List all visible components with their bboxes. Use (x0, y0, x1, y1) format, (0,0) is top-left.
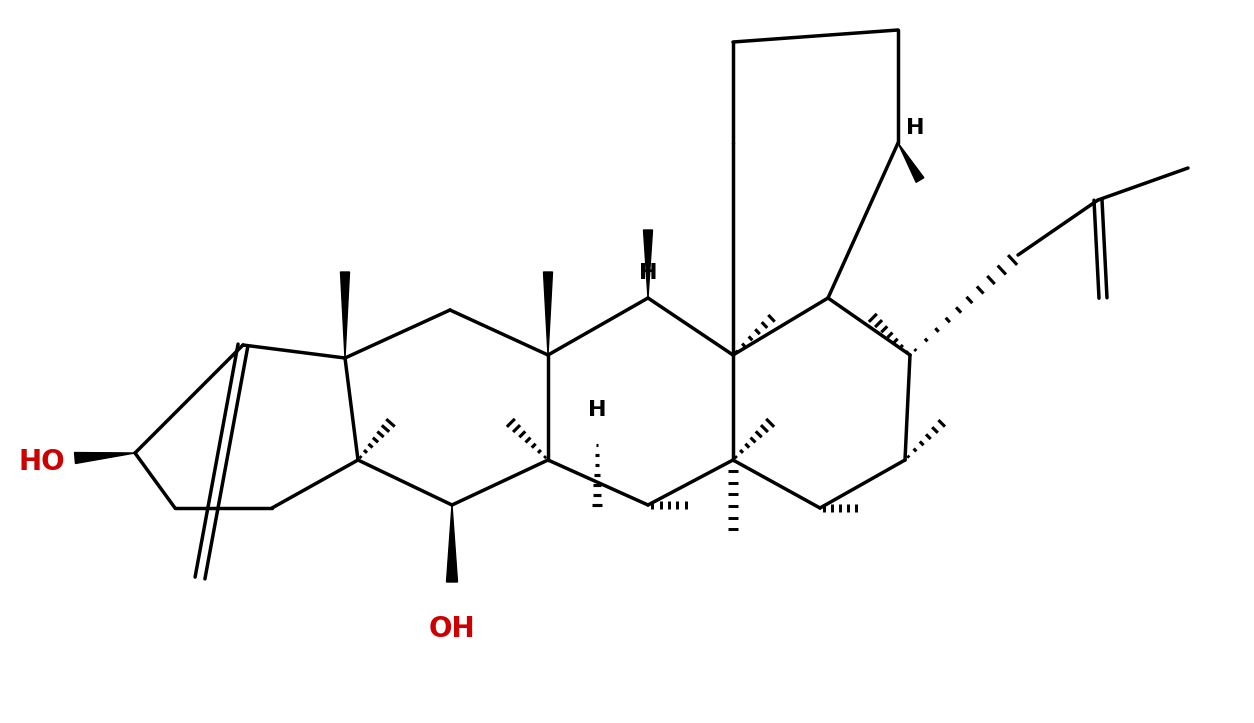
Text: HO: HO (19, 448, 65, 476)
Polygon shape (898, 143, 924, 182)
Polygon shape (74, 453, 135, 463)
Polygon shape (341, 272, 350, 358)
Polygon shape (446, 505, 458, 582)
Text: H: H (588, 400, 606, 420)
Polygon shape (643, 230, 652, 298)
Text: H: H (638, 263, 657, 283)
Text: OH: OH (429, 615, 475, 643)
Polygon shape (543, 272, 553, 355)
Text: H: H (905, 118, 924, 138)
